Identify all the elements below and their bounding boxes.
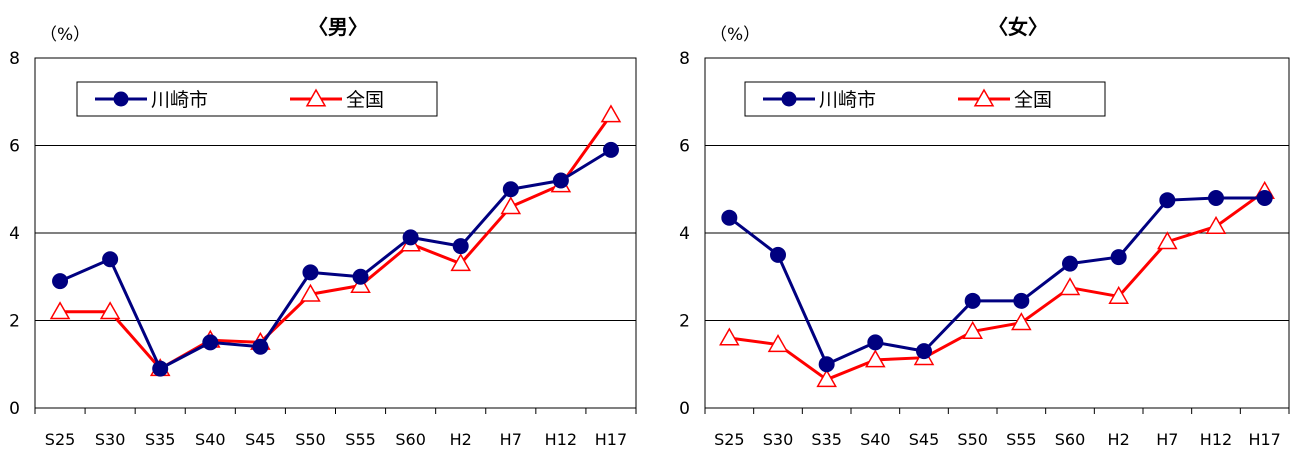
- x-tick-label: S45: [245, 430, 276, 447]
- x-tick-label: S35: [145, 430, 176, 447]
- x-tick-label: S25: [714, 430, 745, 447]
- legend-label-kawasaki: 川崎市: [151, 89, 208, 111]
- x-tick-label: H2: [450, 430, 472, 447]
- x-tick-label: H12: [1200, 430, 1232, 447]
- unit-label: （%）: [710, 25, 760, 45]
- data-point-national: [767, 334, 789, 353]
- data-point-national: [99, 301, 121, 320]
- data-point-national: [1205, 215, 1227, 234]
- data-point-kawasaki: [1062, 255, 1078, 272]
- y-tick-label: 0: [9, 399, 20, 419]
- x-tick-label: S40: [860, 430, 891, 447]
- data-point-national: [450, 253, 472, 272]
- legend: 川崎市 全国: [76, 81, 438, 117]
- x-tick-label: S60: [395, 430, 426, 447]
- data-point-kawasaki: [602, 141, 619, 158]
- series-line-national: [729, 190, 1266, 382]
- chart-male: （%） 〈男〉 0 2 4 6 8 S25 S30 S35 S40 S45 S50 S55 S60 H2 H7 H…: [9, 15, 637, 449]
- series-line-kawasaki: [59, 148, 612, 371]
- data-point-national: [49, 301, 71, 320]
- data-point-national: [1157, 231, 1178, 250]
- data-point-kawasaki: [402, 229, 419, 246]
- chart-title: 〈女〉: [988, 15, 1048, 39]
- data-point-kawasaki: [818, 356, 835, 373]
- x-tick-label: H7: [1156, 430, 1178, 447]
- chart-title: 〈男〉: [308, 15, 368, 39]
- x-tick-label: S50: [957, 430, 988, 447]
- data-point-kawasaki: [502, 181, 519, 198]
- legend-marker-triangle: [305, 88, 327, 107]
- data-point-national: [719, 327, 740, 346]
- y-tick-label: 6: [679, 137, 690, 157]
- legend-marker-triangle: [973, 88, 995, 107]
- data-point-kawasaki: [721, 209, 738, 226]
- data-point-national: [500, 196, 522, 215]
- unit-label: （%）: [40, 25, 90, 45]
- data-point-national: [962, 320, 983, 339]
- y-tick-label: 8: [679, 49, 690, 69]
- legend-label-national: 全国: [1014, 89, 1052, 111]
- x-tick-label: S30: [95, 430, 126, 447]
- x-tick-label: S55: [1006, 430, 1037, 447]
- data-point-kawasaki: [352, 268, 369, 285]
- data-point-kawasaki: [916, 343, 932, 360]
- x-tick-label: H2: [1108, 430, 1130, 447]
- data-point-kawasaki: [302, 264, 319, 281]
- series-line-kawasaki: [728, 196, 1265, 366]
- data-point-kawasaki: [1208, 190, 1224, 206]
- data-point-kawasaki: [202, 334, 219, 351]
- y-tick-label: 6: [9, 137, 20, 157]
- x-tick-label: S40: [195, 430, 226, 447]
- x-tick-label: H17: [595, 430, 627, 447]
- legend-marker-circle: [781, 91, 797, 107]
- data-point-national: [865, 349, 886, 368]
- y-tick-label: 0: [679, 399, 690, 419]
- data-point-kawasaki: [1159, 192, 1176, 209]
- legend-label-national: 全国: [346, 89, 384, 111]
- x-tick-label: S50: [295, 430, 326, 447]
- data-point-kawasaki: [964, 292, 981, 309]
- data-point-kawasaki: [452, 238, 469, 255]
- y-tick-label: 4: [9, 224, 20, 244]
- x-tick-label: S30: [763, 430, 794, 447]
- legend-label-kawasaki: 川崎市: [819, 89, 876, 111]
- x-tick-label: S35: [811, 430, 842, 447]
- x-tick-label: S60: [1055, 430, 1086, 447]
- data-point-kawasaki: [552, 172, 569, 189]
- y-tick-label: 4: [679, 224, 690, 244]
- data-point-national: [1011, 312, 1032, 331]
- y-tick-label: 2: [679, 312, 690, 332]
- data-point-national: [1059, 277, 1081, 296]
- data-point-national: [1108, 285, 1129, 304]
- data-point-kawasaki: [867, 334, 884, 351]
- data-point-national: [600, 104, 622, 123]
- data-point-kawasaki: [1256, 190, 1273, 206]
- data-point-national: [300, 283, 321, 302]
- data-point-kawasaki: [770, 246, 786, 263]
- x-tick-label: H17: [1248, 430, 1280, 447]
- data-point-kawasaki: [1013, 292, 1030, 309]
- series-line-national: [60, 114, 613, 371]
- data-point-kawasaki: [52, 273, 69, 290]
- x-tick-label: H12: [545, 430, 577, 447]
- legend: 川崎市 全国: [744, 81, 1106, 117]
- x-tick-label: S55: [345, 430, 376, 447]
- data-point-national: [816, 369, 837, 388]
- chart-female: （%） 〈女〉 0 2 4 6 8 S25 S30 S35 S40 S45 S50 S55 S60 H2 H7 H…: [679, 15, 1290, 449]
- data-point-kawasaki: [152, 360, 169, 377]
- y-tick-label: 2: [9, 312, 20, 332]
- x-tick-label: S45: [909, 430, 940, 447]
- data-point-kawasaki: [252, 338, 269, 355]
- legend-marker-circle: [113, 91, 129, 107]
- x-tick-label: S25: [45, 430, 76, 447]
- x-tick-label: H7: [500, 430, 522, 447]
- data-point-kawasaki: [102, 251, 119, 268]
- y-tick-label: 8: [9, 49, 20, 69]
- data-point-kawasaki: [1110, 249, 1127, 266]
